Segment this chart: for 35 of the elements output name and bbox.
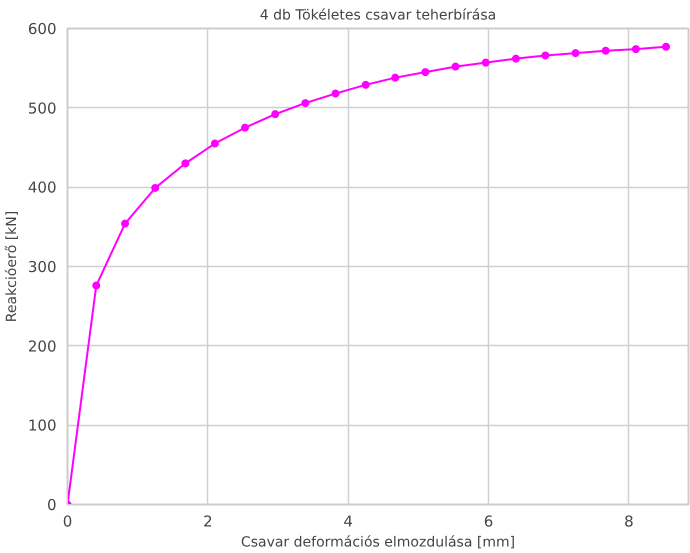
point <box>362 80 370 89</box>
point <box>241 124 250 132</box>
point <box>482 58 490 67</box>
point <box>572 49 580 58</box>
x-tick-label: 2 <box>203 512 213 530</box>
chart-title: 4 db Tökéletes csavar teherbírása <box>260 8 496 24</box>
point <box>92 282 100 290</box>
x-tick-label: 8 <box>624 512 634 530</box>
x-tick-label: 0 <box>62 512 72 530</box>
point <box>391 74 400 82</box>
point <box>662 42 670 51</box>
point <box>271 110 280 118</box>
y-axis-title: Reakcióerő [kN] <box>4 210 20 322</box>
point <box>602 46 610 55</box>
point <box>181 159 190 168</box>
x-tick-label: 4 <box>343 512 353 530</box>
point <box>332 90 340 98</box>
x-axis-title: Csavar deformációs elmozdulása [mm] <box>240 534 516 550</box>
point <box>301 99 310 108</box>
point <box>632 45 640 54</box>
point <box>452 62 460 71</box>
y-tick-label: 300 <box>28 258 57 276</box>
y-tick-label: 400 <box>28 178 57 197</box>
point <box>512 54 520 63</box>
point <box>421 68 430 76</box>
y-tick-label: 600 <box>28 20 57 38</box>
y-tick-label: 500 <box>28 99 57 118</box>
point <box>151 184 160 192</box>
y-tick-label: 200 <box>28 337 57 356</box>
point <box>541 51 550 60</box>
point <box>121 220 130 228</box>
y-tick-label: 0 <box>46 496 57 514</box>
y-tick-label: 100 <box>28 416 57 435</box>
point <box>210 140 219 148</box>
x-tick-label: 6 <box>484 512 494 530</box>
